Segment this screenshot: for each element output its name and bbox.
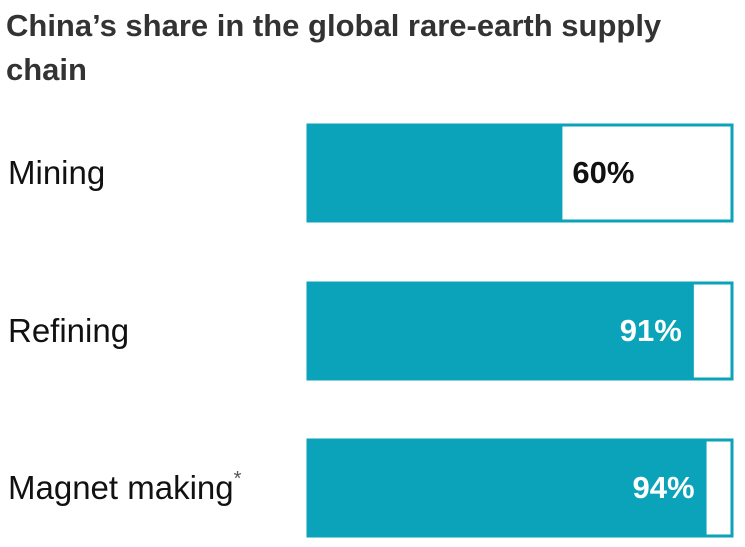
category-name: Magnet making <box>8 469 234 506</box>
category-name: Refining <box>8 312 129 349</box>
bar <box>308 283 694 379</box>
value-label: 91% <box>620 313 682 348</box>
category-name: Mining <box>8 154 105 191</box>
category-label: Mining <box>8 154 105 191</box>
value-label: 60% <box>572 155 634 190</box>
chart-title: China’s share in the global rare-earth s… <box>6 8 662 87</box>
category-note: * <box>234 468 242 490</box>
value-label: 94% <box>633 470 695 505</box>
category-label: Refining <box>8 312 129 349</box>
bar <box>308 440 707 536</box>
category-label: Magnet making* <box>8 468 242 505</box>
bar <box>308 125 563 221</box>
